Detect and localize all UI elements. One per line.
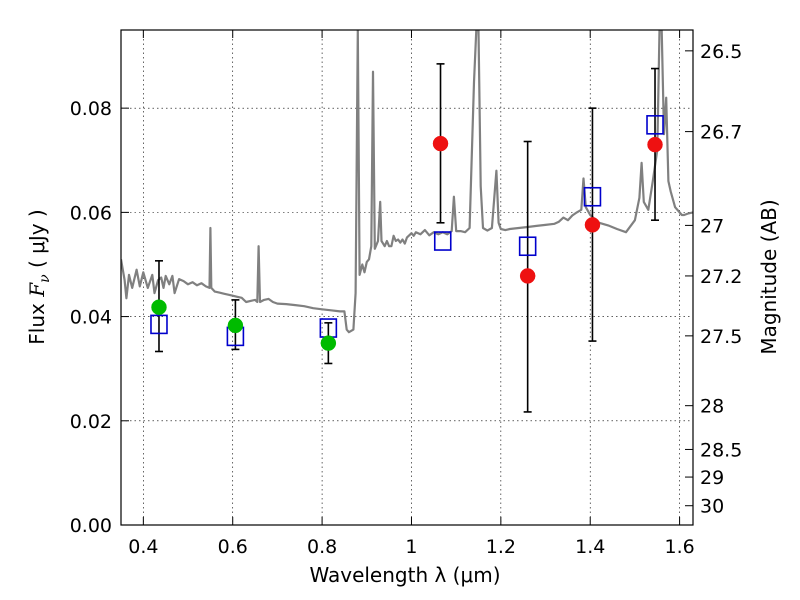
y-axis-label-right: Magnitude (AB)	[757, 199, 781, 354]
mag-tick-label-4: 27.5	[700, 326, 742, 348]
x-tick-label-4: 1.2	[486, 536, 516, 558]
y-tick-label-0: 0.00	[70, 515, 112, 537]
circle-marker-1-1	[519, 268, 536, 284]
plot-area	[121, 30, 693, 525]
x-tick-label-5: 1.4	[575, 536, 605, 558]
square-marker-2-3	[433, 231, 452, 251]
mag-tick-label-7: 29	[700, 467, 724, 489]
marker-layer	[150, 115, 664, 351]
x-tick-label-1: 0.6	[218, 536, 248, 558]
y-tick-label-4: 0.08	[70, 98, 112, 120]
x-axis-label: Wavelength λ (μm)	[309, 563, 500, 587]
mag-tick-label-2: 27	[700, 215, 724, 237]
mag-tick-label-8: 30	[700, 496, 724, 518]
x-tick-label-3: 1	[405, 536, 417, 558]
x-axis-ticks: 0.4 0.6 0.8 1 1.2 1.4 1.6	[128, 30, 695, 558]
y-axis-label-prefix: Flux	[25, 297, 49, 345]
y-tick-label-1: 0.02	[70, 411, 112, 433]
magnitude-axis-ticks: 26.5 26.7 27 27.2 27.5 28 28.5 29 30	[685, 41, 742, 518]
mag-tick-label-1: 26.7	[700, 122, 742, 144]
x-tick-label-2: 0.8	[307, 536, 337, 558]
square-marker-2-5	[583, 186, 602, 207]
y-tick-label-2: 0.04	[70, 307, 112, 329]
y-tick-label-3: 0.06	[70, 202, 112, 224]
mag-tick-label-3: 27.2	[700, 266, 742, 288]
square-marker-2-6	[646, 115, 664, 135]
x-tick-label-6: 1.6	[664, 536, 694, 558]
mag-tick-label-0: 26.5	[700, 41, 742, 63]
circle-marker-1-0	[432, 135, 449, 152]
y-axis-label-symbol: F	[25, 282, 49, 298]
spectrum-layer	[121, 30, 693, 334]
mag-tick-label-5: 28	[700, 396, 724, 418]
y-axis-label-subscript: ν	[37, 274, 53, 283]
square-marker-2-4	[518, 236, 537, 257]
circle-marker-1-2	[584, 217, 601, 233]
y-axis-ticks: 0.00 0.02 0.04 0.06 0.08	[70, 98, 129, 537]
circle-marker-0-2	[320, 335, 337, 351]
circle-marker-0-1	[227, 317, 244, 334]
x-tick-label-0: 0.4	[128, 536, 158, 558]
circle-marker-1-3	[647, 136, 663, 153]
plot-frame	[120, 29, 694, 526]
square-marker-2-0	[150, 314, 168, 335]
mag-tick-label-6: 28.5	[700, 439, 742, 461]
y-axis-label-suffix: ( μJy )	[25, 209, 49, 274]
y-axis-label-left: Flux Fν ( μJy )	[25, 209, 53, 344]
grid	[121, 30, 693, 525]
circle-marker-0-0	[151, 299, 167, 315]
model-spectrum-line	[121, 30, 693, 334]
